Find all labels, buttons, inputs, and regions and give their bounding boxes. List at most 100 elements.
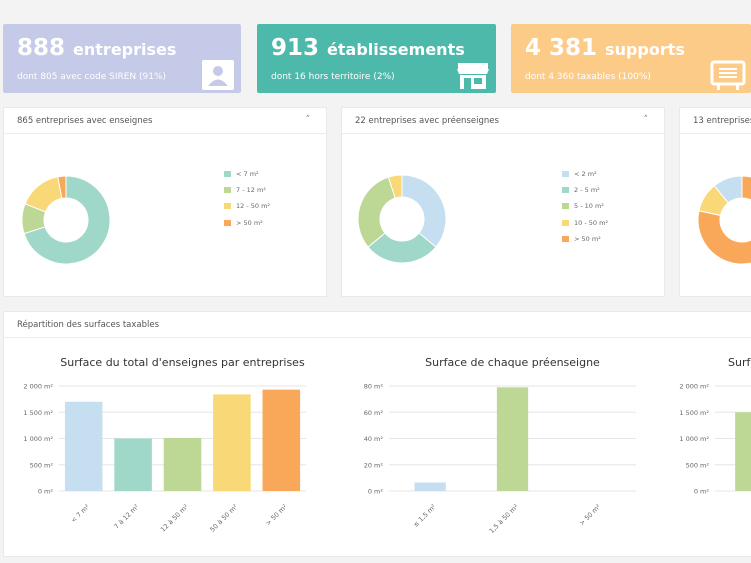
legend-label: 12 - 50 m²	[236, 202, 271, 211]
donut-legend: < 2 m² 2 - 5 m² 5 - 10 m² 10 - 50 m² > 50 m²	[562, 166, 608, 247]
x-tick-label: 1,5 à 50 m²	[488, 502, 521, 535]
legend-swatch	[224, 203, 231, 210]
legend-swatch	[562, 235, 569, 242]
bar-chart-preenseignes: Surface de chaque préenseigne 0 m² 20 m² 40…	[364, 356, 636, 535]
chart-title: Surface du total d'enseignes par entrepr…	[60, 356, 305, 369]
y-tick-label: 1 000 m²	[679, 435, 709, 443]
legend-label: > 50 m²	[236, 218, 263, 227]
stat-card-entreprises[interactable]: 888 entreprises dont 805 avec code SIREN…	[3, 24, 241, 93]
legend-swatch	[562, 203, 569, 210]
stat-subtitle: dont 16 hors territoire (2%)	[271, 72, 395, 82]
donut-chart-preenseignes	[357, 174, 447, 264]
billboard-icon	[710, 60, 746, 90]
y-tick-label: 2 000 m²	[679, 383, 709, 391]
y-tick-label: 0 m²	[368, 488, 384, 496]
y-tick-label: 1 000 m²	[23, 435, 53, 443]
x-tick-label: 7 à 12 m²	[113, 502, 141, 530]
legend-swatch	[562, 187, 569, 194]
stat-subtitle: dont 805 avec code SIREN (91%)	[17, 72, 167, 82]
x-tick-label: > 50 m²	[578, 502, 603, 527]
stat-unit: établissements	[327, 40, 465, 59]
legend-item[interactable]: < 2 m²	[562, 166, 608, 182]
legend-label: < 7 m²	[236, 170, 259, 179]
donut-slice[interactable]	[23, 175, 111, 265]
stat-card-supports[interactable]: 4 381 supports dont 4 360 taxables (100%…	[511, 24, 751, 93]
y-tick-label: 80 m²	[364, 383, 384, 391]
bar[interactable]	[114, 438, 152, 492]
legend-label: 10 - 50 m²	[574, 218, 609, 227]
donut-card-preenseignes: 22 entreprises avec préenseignes ˄ < 2 m…	[341, 107, 665, 297]
stat-unit: entreprises	[73, 40, 177, 59]
donut-card-third: 13 entreprises	[679, 107, 751, 297]
bar-chart-third: Surfa 0 m² 500 m² 1 000 m² 1 500 m² 2 000 m²	[679, 356, 751, 496]
legend-item[interactable]: < 7 m²	[224, 166, 270, 182]
y-tick-label: 2 000 m²	[23, 383, 53, 391]
donut-slice[interactable]	[57, 175, 67, 199]
stat-number: 4 381	[525, 35, 598, 61]
y-tick-label: 20 m²	[364, 461, 384, 469]
legend-item[interactable]: > 50 m²	[562, 231, 608, 247]
legend-label: > 50 m²	[574, 234, 601, 243]
stat-card-etablissements[interactable]: 913 établissements dont 16 hors territoi…	[257, 24, 496, 93]
bar[interactable]	[414, 482, 446, 491]
donut-slice[interactable]	[367, 232, 437, 264]
card-header: Répartition des surfaces taxables	[4, 312, 751, 338]
chevron-up-icon[interactable]: ˄	[643, 115, 649, 125]
y-tick-label: 1 500 m²	[679, 409, 709, 417]
card-header: 13 entreprises	[680, 108, 751, 134]
chart-title: Surface de chaque préenseigne	[425, 356, 600, 369]
y-tick-label: 500 m²	[686, 461, 710, 469]
legend-item[interactable]: 5 - 10 m²	[562, 198, 608, 214]
legend-item[interactable]: 12 - 50 m²	[224, 198, 270, 214]
donut-chart-enseignes	[21, 175, 111, 265]
legend-item[interactable]: > 50 m²	[224, 215, 270, 231]
legend-swatch	[562, 219, 569, 226]
bar-chart-enseignes: Surface du total d'enseignes par entrepr…	[23, 356, 306, 534]
y-tick-label: 1 500 m²	[23, 409, 53, 417]
legend-label: < 2 m²	[574, 170, 597, 179]
legend-item[interactable]: 7 - 12 m²	[224, 182, 270, 198]
bar[interactable]	[213, 394, 251, 491]
stat-number: 913	[271, 35, 320, 61]
bar[interactable]	[735, 412, 751, 491]
stat-number: 888	[17, 35, 66, 61]
x-tick-label: ≤ 1,5 m²	[412, 502, 438, 528]
legend-item[interactable]: 10 - 50 m²	[562, 215, 608, 231]
card-title: 22 entreprises avec préenseignes	[355, 116, 499, 126]
y-tick-label: 0 m²	[694, 488, 710, 496]
card-title: 13 entreprises	[693, 116, 751, 126]
legend-item[interactable]: 2 - 5 m²	[562, 182, 608, 198]
legend-swatch	[224, 187, 231, 194]
donut-slice[interactable]	[697, 175, 751, 265]
donut-slice[interactable]	[357, 176, 396, 248]
chart-title: Surfa	[728, 356, 751, 369]
card-title: 865 entreprises avec enseignes	[17, 116, 153, 126]
donut-slice[interactable]	[713, 175, 743, 204]
stat-main: 888 entreprises	[17, 34, 227, 64]
bar[interactable]	[163, 437, 202, 491]
legend-swatch	[224, 171, 231, 178]
card-title: Répartition des surfaces taxables	[17, 320, 160, 330]
chevron-up-icon[interactable]: ˄	[305, 115, 311, 125]
stat-unit: supports	[605, 40, 685, 59]
person-icon	[202, 60, 234, 90]
legend-label: 7 - 12 m²	[236, 186, 266, 195]
donut-slice[interactable]	[401, 174, 447, 248]
x-tick-label: > 50 m²	[264, 502, 289, 527]
x-tick-label: < 7 m²	[69, 502, 91, 524]
x-tick-label: 12 à 50 m²	[159, 502, 190, 533]
bar[interactable]	[262, 389, 301, 491]
legend-swatch	[562, 171, 569, 178]
bar[interactable]	[496, 387, 529, 491]
store-icon	[457, 63, 489, 89]
legend-label: 2 - 5 m²	[574, 186, 600, 195]
donut-slice[interactable]	[387, 174, 403, 199]
legend-swatch	[224, 219, 231, 226]
stat-main: 913 établissements	[271, 34, 482, 64]
donut-card-enseignes: 865 entreprises avec enseignes ˄ < 7 m² 7…	[3, 107, 327, 297]
bar[interactable]	[64, 401, 103, 491]
donut-chart-third	[697, 175, 751, 265]
y-tick-label: 0 m²	[38, 488, 54, 496]
y-tick-label: 500 m²	[30, 461, 54, 469]
x-tick-label: 50 à 50 m²	[208, 502, 239, 533]
